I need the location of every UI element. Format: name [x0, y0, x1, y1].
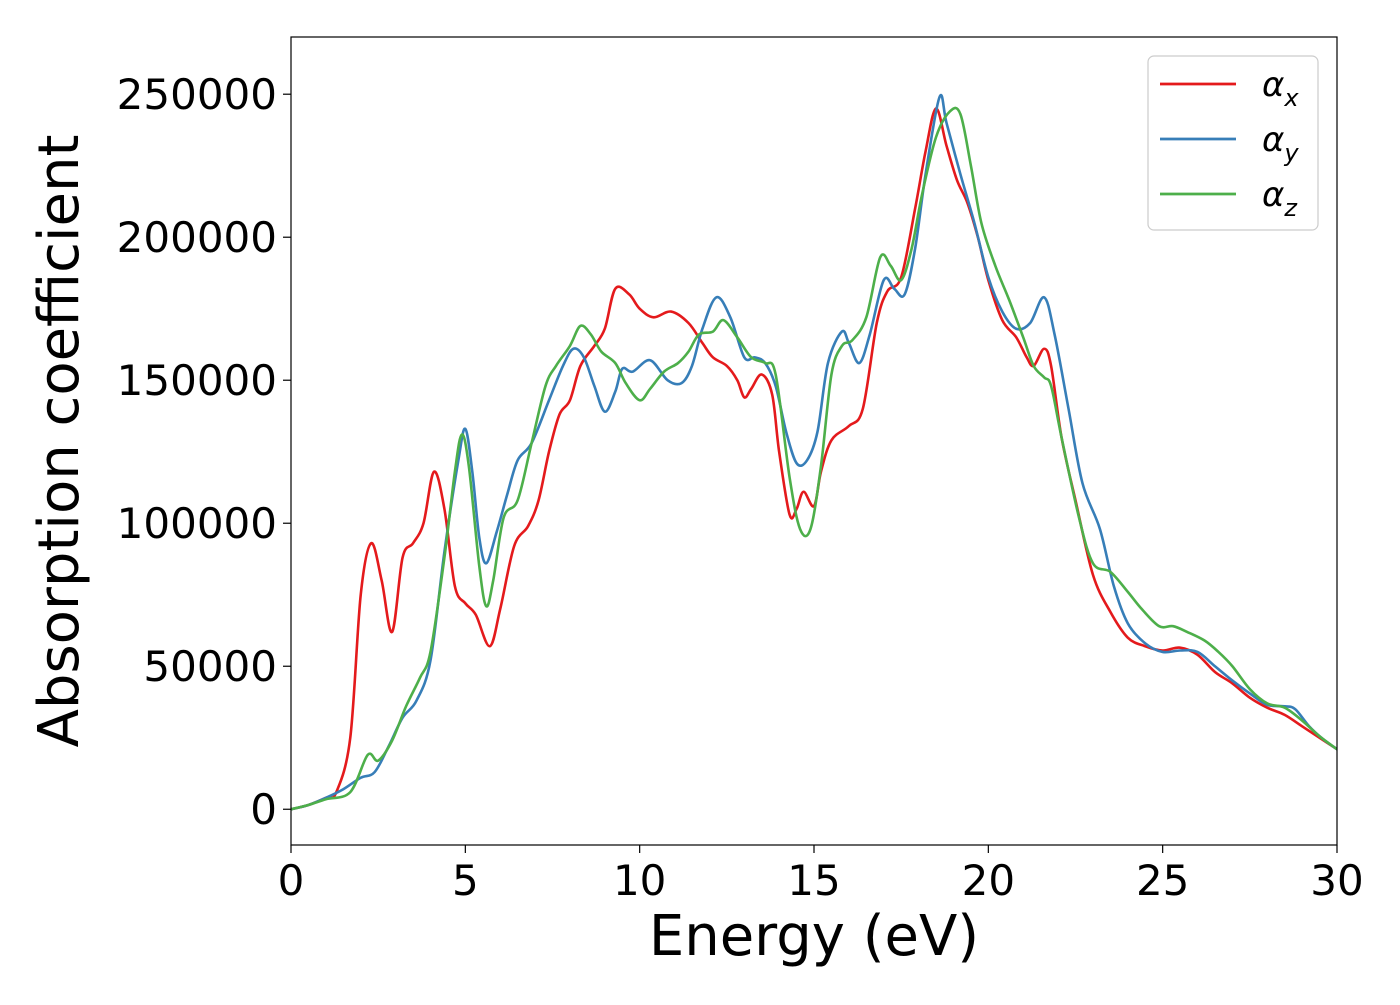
x-axis-label: Energy (eV)	[649, 904, 979, 969]
legend-label-y: αy	[1262, 120, 1299, 167]
series-line-y	[291, 93, 1337, 811]
series-line-x	[291, 107, 1337, 811]
x-tick-label: 15	[787, 856, 840, 905]
series-layer	[291, 93, 1337, 811]
series-line-z	[291, 106, 1337, 811]
legend-label-x: αx	[1262, 65, 1299, 112]
y-tick-label: 200000	[117, 213, 277, 262]
x-tick-label: 25	[1136, 856, 1189, 905]
y-tick-label: 150000	[117, 356, 277, 405]
y-tick-label: 250000	[117, 70, 277, 119]
y-tick-label: 100000	[117, 499, 277, 548]
legend-box	[1147, 55, 1319, 231]
y-tick-label: 50000	[143, 642, 277, 691]
legend-label-z: αz	[1262, 175, 1298, 222]
x-tick-label: 5	[452, 856, 479, 905]
y-axis-label: Absorption coefficient	[27, 135, 92, 748]
x-tick-label: 30	[1310, 856, 1363, 905]
x-ticks: 0 5 10 15 20 25 30	[278, 845, 1364, 905]
legend: αx αy αz	[1147, 55, 1319, 231]
y-tick-label: 0	[250, 785, 277, 834]
x-tick-label: 0	[278, 856, 305, 905]
y-ticks: 0 50000 100000 150000 200000 250000	[117, 70, 291, 834]
x-tick-label: 20	[962, 856, 1015, 905]
x-tick-label: 10	[613, 856, 666, 905]
